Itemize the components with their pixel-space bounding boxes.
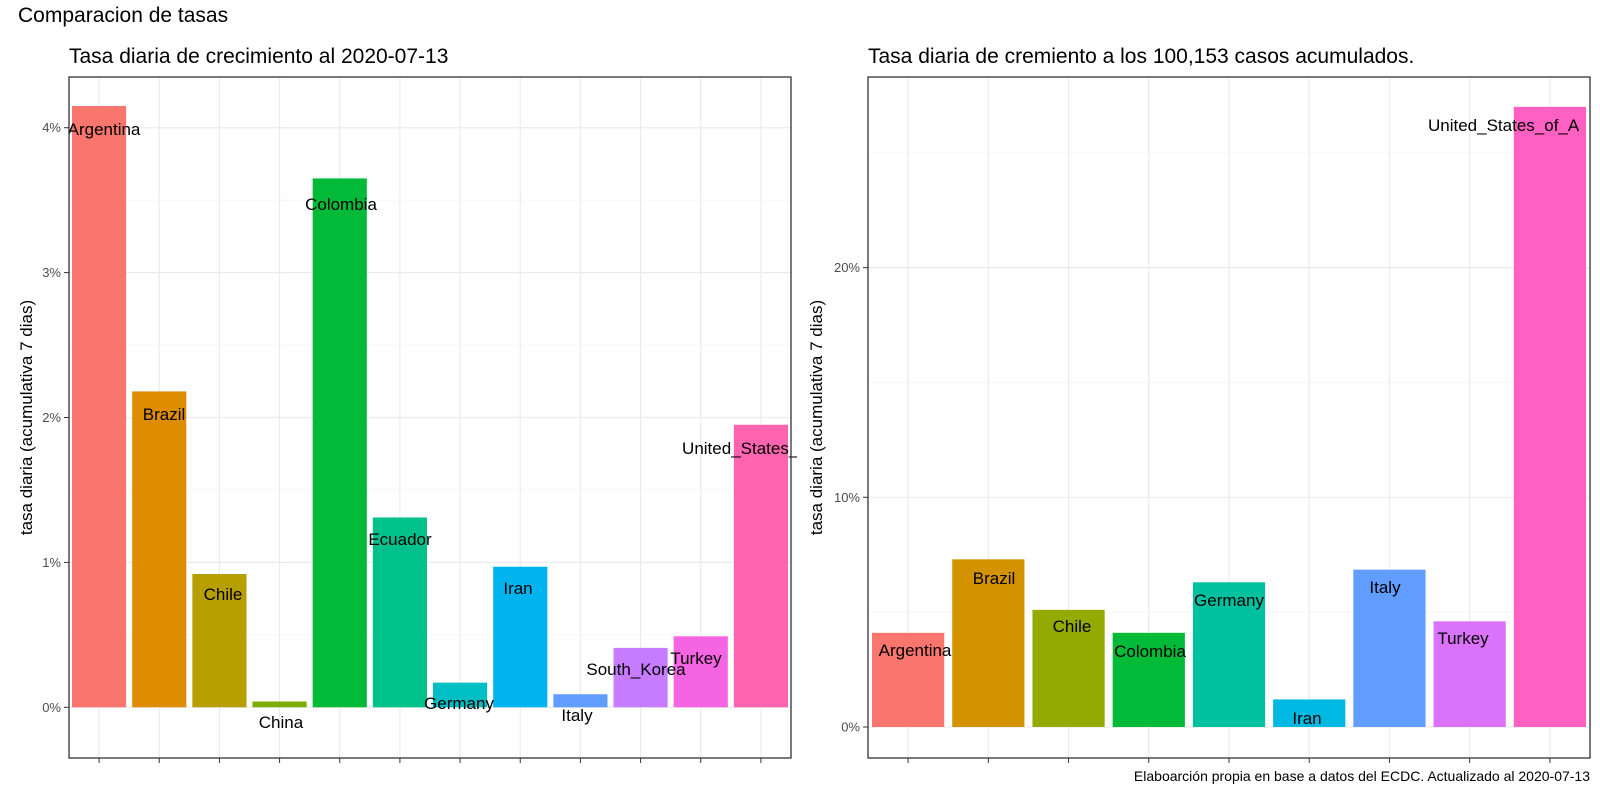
bar-United_States_of_America <box>733 424 788 708</box>
bar-label: United_States_of_A <box>1428 116 1580 135</box>
bar-label: Italy <box>561 706 593 725</box>
bar-label: Brazil <box>973 569 1016 588</box>
bar-Brazil <box>132 391 187 708</box>
bar-Germany <box>433 682 488 708</box>
bar-Chile <box>1032 609 1105 727</box>
chart-panel-1: 0% 1% 2% 3% 4% Argentina Brazil Chile China Colom… <box>17 45 822 763</box>
bar-Colombia <box>1112 632 1185 727</box>
bar-label: China <box>259 713 304 732</box>
bar-label: Turkey <box>670 649 722 668</box>
bar-label: South_Korea <box>586 660 686 679</box>
bar-Iran <box>1273 699 1346 727</box>
page-title: Comparacion de tasas <box>18 4 229 27</box>
bar-Chile <box>192 573 247 708</box>
bar-Germany <box>1192 582 1266 727</box>
y-axis-label: tasa diaria (acumulativa 7 dias) <box>807 300 826 535</box>
bar-label: Germany <box>424 694 494 713</box>
bar-Ecuador <box>372 517 427 708</box>
bar-Iran <box>493 566 548 708</box>
bar-Brazil <box>952 559 1025 727</box>
bar-Italy <box>553 694 608 708</box>
chart-panel-2: 0% 10% 20% Argentina Brazil Chile Colombia Germ… <box>807 45 1591 763</box>
footer-caption: Elaboarción propia en base a datos del E… <box>1133 768 1590 784</box>
bar-China <box>252 701 307 708</box>
bar-Argentina <box>72 105 127 708</box>
bar-label: Germany <box>1194 591 1264 610</box>
y-tick-label: 2% <box>42 410 61 425</box>
bar-label: Iran <box>503 579 532 598</box>
bar-label: United_States_of_ <box>682 439 822 458</box>
y-tick-label: 0% <box>841 719 860 734</box>
bar-labels: Argentina Brazil Chile Colombia Germany Iran I… <box>879 116 1580 728</box>
chart-title: Tasa diaria de cremiento a los 100,153 c… <box>868 45 1414 68</box>
bar-Turkey <box>673 636 728 708</box>
bar-label: Argentina <box>68 120 141 139</box>
bar-South_Korea <box>613 647 668 708</box>
bar-label: Colombia <box>1114 642 1186 661</box>
y-tick-label: 20% <box>834 260 860 275</box>
bar-Colombia <box>312 178 367 708</box>
bar-label: Ecuador <box>368 530 432 549</box>
bar-label: Iran <box>1292 709 1321 728</box>
y-tick-label: 1% <box>42 555 61 570</box>
bar-United_States_of_America <box>1513 106 1586 727</box>
bar-label: Brazil <box>143 405 186 424</box>
chart-title: Tasa diaria de crecimiento al 2020-07-13 <box>69 45 448 68</box>
bar-labels: Argentina Brazil Chile China Colombia Ecuador… <box>68 120 822 732</box>
bar-label: Chile <box>204 585 243 604</box>
y-tick-label: 3% <box>42 265 61 280</box>
bar-Argentina <box>872 632 945 727</box>
y-tick-label: 0% <box>42 700 61 715</box>
bar-label: Italy <box>1369 578 1401 597</box>
y-axis-label: tasa diaria (acumulativa 7 dias) <box>17 300 36 535</box>
bar-Italy <box>1353 569 1426 727</box>
bar-label: Argentina <box>879 641 952 660</box>
plot-border <box>867 76 1591 759</box>
bar-label: Turkey <box>1437 629 1489 648</box>
bar-label: Chile <box>1053 617 1092 636</box>
bar-Turkey <box>1433 621 1506 727</box>
y-tick-label: 4% <box>42 120 61 135</box>
y-tick-label: 10% <box>834 490 860 505</box>
plot-border <box>68 76 792 759</box>
bar-label: Colombia <box>305 195 377 214</box>
